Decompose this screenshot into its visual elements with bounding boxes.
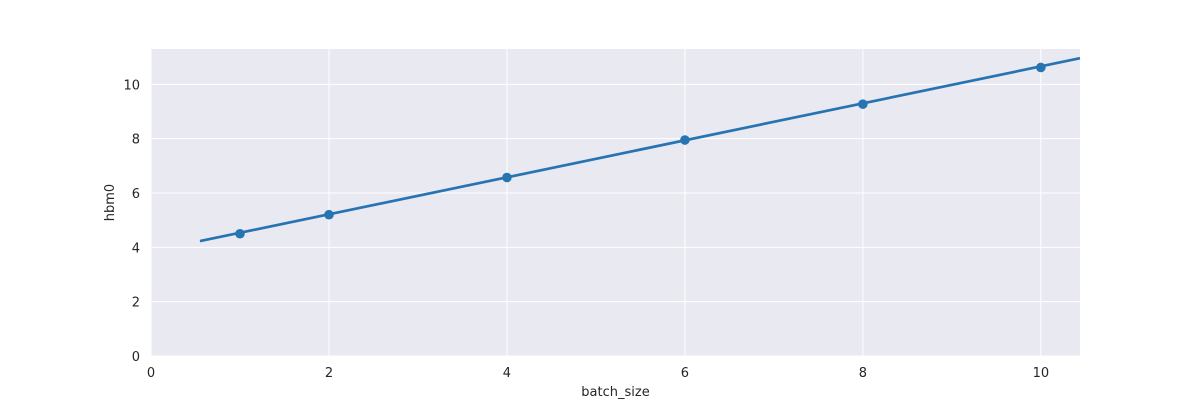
- series-layer: [199, 56, 1081, 243]
- data-point: [858, 99, 868, 109]
- x-tick-label: 4: [503, 366, 511, 381]
- plot-area: [151, 49, 1080, 356]
- x-tick-label: 0: [147, 366, 155, 381]
- x-tick-labels: 0 2 4 6 8 10: [147, 366, 1049, 381]
- x-tick-label: 2: [325, 366, 333, 381]
- y-tick-label: 0: [132, 350, 140, 365]
- x-axis-label: batch_size: [581, 385, 649, 400]
- y-tick-label: 10: [123, 78, 140, 93]
- data-point: [1036, 62, 1046, 73]
- y-tick-label: 2: [132, 296, 140, 311]
- fit-line: [199, 56, 1081, 243]
- y-tick-label: 6: [132, 187, 140, 202]
- y-tick-label: 4: [132, 241, 140, 256]
- y-axis-label: hbm0: [103, 184, 118, 221]
- y-tick-label: 8: [132, 133, 140, 148]
- data-point: [502, 172, 512, 183]
- x-tick-label: 10: [1033, 366, 1050, 381]
- data-point: [324, 209, 334, 220]
- y-tick-labels: 0 2 4 6 8 10: [123, 78, 140, 365]
- y-grid-lines: [151, 83, 1080, 357]
- x-tick-label: 6: [681, 366, 689, 381]
- x-tick-label: 8: [859, 366, 867, 381]
- data-point: [680, 135, 690, 145]
- data-point: [235, 228, 245, 239]
